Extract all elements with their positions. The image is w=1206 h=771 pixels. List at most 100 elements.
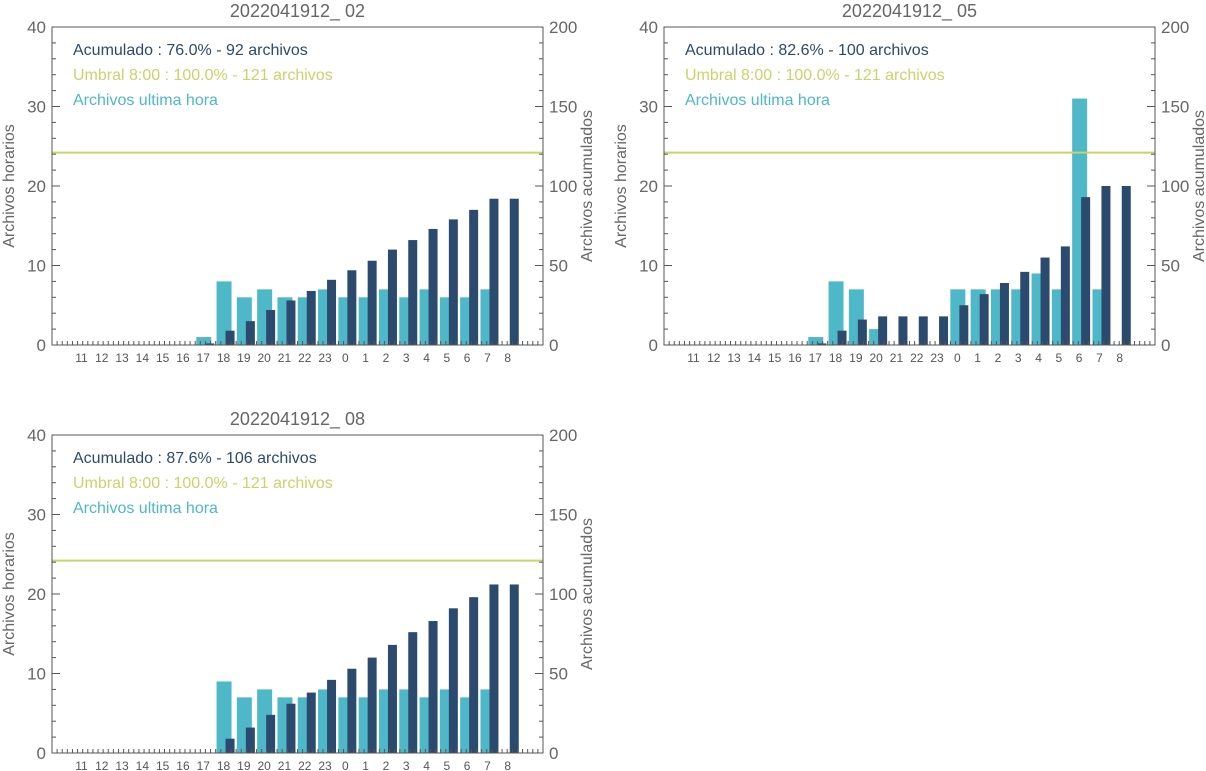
chart-title: 2022041912_ 08 [230,409,365,430]
bar-cumulative-21 [286,703,296,753]
y-tick-label: 0 [37,744,46,763]
bar-cumulative-23 [939,316,949,345]
legend-threshold: Umbral 8:00 : 100.0% - 121 archivos [685,67,945,84]
bar-cumulative-7 [489,198,499,345]
x-tick-label: 12 [95,351,109,365]
x-tick-label: 3 [1015,351,1022,365]
bar-cumulative-6 [469,209,479,345]
x-tick-label: 13 [115,351,129,365]
y2-axis-label: Archivos acumulados [579,518,596,670]
x-tick-label: 6 [1076,351,1083,365]
y2-tick-label: 0 [1161,336,1170,355]
x-tick-label: 20 [257,759,271,771]
bar-cumulative-18 [837,330,847,345]
y-tick-label: 40 [639,18,658,37]
y2-tick-label: 150 [1161,98,1189,117]
y-tick-label: 20 [27,585,46,604]
y2-tick-label: 50 [549,665,568,684]
x-tick-label: 23 [930,351,944,365]
x-tick-label: 22 [910,351,924,365]
x-tick-label: 5 [1056,351,1063,365]
legend-cumulative: Acumulado : 87.6% - 106 archivos [73,450,317,467]
x-tick-label: 0 [342,351,349,365]
x-tick-label: 18 [217,351,231,365]
bar-cumulative-0 [347,270,357,345]
y2-tick-label: 50 [1161,257,1180,276]
x-tick-label: 2 [383,759,390,771]
x-tick-label: 17 [809,351,823,365]
bar-cumulative-6 [469,597,479,753]
y2-tick-label: 100 [549,585,577,604]
bar-cumulative-4 [428,228,438,345]
legend-cumulative: Acumulado : 76.0% - 92 archivos [73,42,308,59]
x-tick-label: 13 [727,351,741,365]
bar-cumulative-18 [225,738,235,753]
x-tick-label: 17 [197,759,211,771]
y2-axis-label: Archivos acumulados [1191,110,1206,262]
bar-cumulative-7 [489,584,499,753]
bar-cumulative-1 [979,294,989,345]
bar-cumulative-20 [878,316,888,345]
x-tick-label: 23 [318,351,332,365]
y2-tick-label: 150 [549,98,577,117]
bar-cumulative-21 [898,316,908,345]
y-tick-label: 20 [639,177,658,196]
x-tick-label: 12 [95,759,109,771]
x-tick-label: 4 [423,351,430,365]
bar-hourly-18 [828,281,844,345]
x-tick-label: 21 [278,351,292,365]
y-tick-label: 10 [639,257,658,276]
bar-cumulative-20 [266,714,276,753]
x-tick-label: 3 [403,759,410,771]
bar-cumulative-8 [509,584,519,753]
bar-cumulative-23 [327,679,337,753]
y-axis-label: Archivos horarios [613,124,630,248]
chart-title: 2022041912_ 02 [230,1,365,22]
bar-cumulative-4 [428,621,438,753]
y2-tick-label: 150 [549,506,577,525]
x-tick-label: 2 [995,351,1002,365]
x-tick-label: 7 [484,759,491,771]
bar-cumulative-8 [509,198,519,345]
x-tick-label: 14 [748,351,762,365]
x-tick-label: 5 [444,759,451,771]
x-tick-label: 0 [342,759,349,771]
x-tick-label: 8 [1116,351,1123,365]
bar-hourly-18 [216,281,232,345]
x-tick-label: 21 [278,759,292,771]
x-tick-label: 6 [464,759,471,771]
x-tick-label: 8 [504,759,511,771]
x-tick-label: 15 [768,351,782,365]
bar-cumulative-2 [387,644,397,753]
x-tick-label: 15 [156,759,170,771]
bar-cumulative-5 [1060,246,1070,345]
bar-cumulative-23 [327,279,337,345]
bar-cumulative-4 [1040,257,1050,345]
bar-cumulative-8 [1121,186,1131,345]
y2-tick-label: 200 [549,18,577,37]
x-tick-label: 16 [176,351,190,365]
legend-threshold: Umbral 8:00 : 100.0% - 121 archivos [73,67,333,84]
x-tick-label: 20 [869,351,883,365]
legend-hourly: Archivos ultima hora [685,92,830,109]
y-tick-label: 40 [27,426,46,445]
y-axis-label: Archivos horarios [1,532,18,656]
x-tick-label: 1 [974,351,981,365]
y2-tick-label: 0 [549,336,558,355]
x-tick-label: 17 [197,351,211,365]
bar-cumulative-3 [1020,271,1030,345]
bar-cumulative-17 [205,343,215,345]
x-tick-label: 16 [788,351,802,365]
bar-cumulative-19 [245,321,255,345]
x-tick-label: 16 [176,759,190,771]
x-tick-label: 7 [484,351,491,365]
y2-tick-label: 200 [1161,18,1189,37]
bar-cumulative-5 [448,219,458,345]
x-tick-label: 20 [257,351,271,365]
x-tick-label: 11 [687,351,700,365]
bar-cumulative-3 [408,240,418,345]
bar-cumulative-6 [1081,197,1091,345]
bar-cumulative-3 [408,632,418,753]
bar-cumulative-2 [387,249,397,345]
